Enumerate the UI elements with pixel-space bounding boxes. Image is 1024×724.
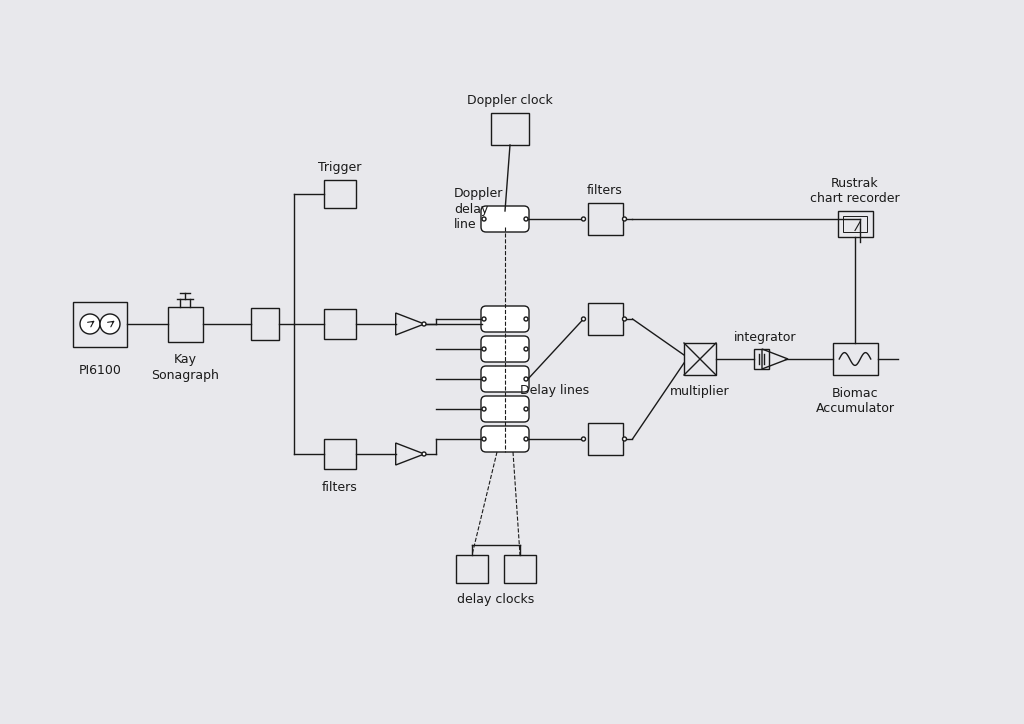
Circle shape xyxy=(482,217,486,221)
FancyBboxPatch shape xyxy=(481,426,529,452)
Circle shape xyxy=(100,314,120,334)
Circle shape xyxy=(582,217,586,221)
Circle shape xyxy=(524,317,528,321)
Circle shape xyxy=(582,317,586,321)
Circle shape xyxy=(524,377,528,381)
Circle shape xyxy=(482,317,486,321)
Circle shape xyxy=(422,322,426,326)
Circle shape xyxy=(524,347,528,351)
FancyBboxPatch shape xyxy=(481,206,529,232)
Text: PI6100: PI6100 xyxy=(79,363,122,376)
Circle shape xyxy=(80,314,100,334)
Circle shape xyxy=(623,437,627,441)
Circle shape xyxy=(422,452,426,456)
FancyBboxPatch shape xyxy=(481,336,529,362)
Text: Kay
Sonagraph: Kay Sonagraph xyxy=(152,353,219,382)
Circle shape xyxy=(482,347,486,351)
Text: filters: filters xyxy=(587,184,623,197)
Circle shape xyxy=(482,377,486,381)
FancyBboxPatch shape xyxy=(481,306,529,332)
Text: Delay lines: Delay lines xyxy=(520,384,589,397)
Text: Doppler clock: Doppler clock xyxy=(467,94,553,107)
Text: Biomac
Accumulator: Biomac Accumulator xyxy=(815,387,895,415)
FancyBboxPatch shape xyxy=(481,396,529,422)
Text: delay clocks: delay clocks xyxy=(458,593,535,606)
Circle shape xyxy=(524,407,528,411)
Text: integrator: integrator xyxy=(734,331,797,344)
Circle shape xyxy=(582,437,586,441)
Text: Rustrak
chart recorder: Rustrak chart recorder xyxy=(810,177,900,205)
Text: Doppler
delay
line: Doppler delay line xyxy=(454,188,504,230)
Text: filters: filters xyxy=(323,481,357,494)
Circle shape xyxy=(524,437,528,441)
Circle shape xyxy=(623,317,627,321)
Circle shape xyxy=(524,217,528,221)
Circle shape xyxy=(482,437,486,441)
Text: multiplier: multiplier xyxy=(670,385,730,398)
Circle shape xyxy=(623,217,627,221)
FancyBboxPatch shape xyxy=(481,366,529,392)
Circle shape xyxy=(482,407,486,411)
Text: Trigger: Trigger xyxy=(318,161,361,174)
